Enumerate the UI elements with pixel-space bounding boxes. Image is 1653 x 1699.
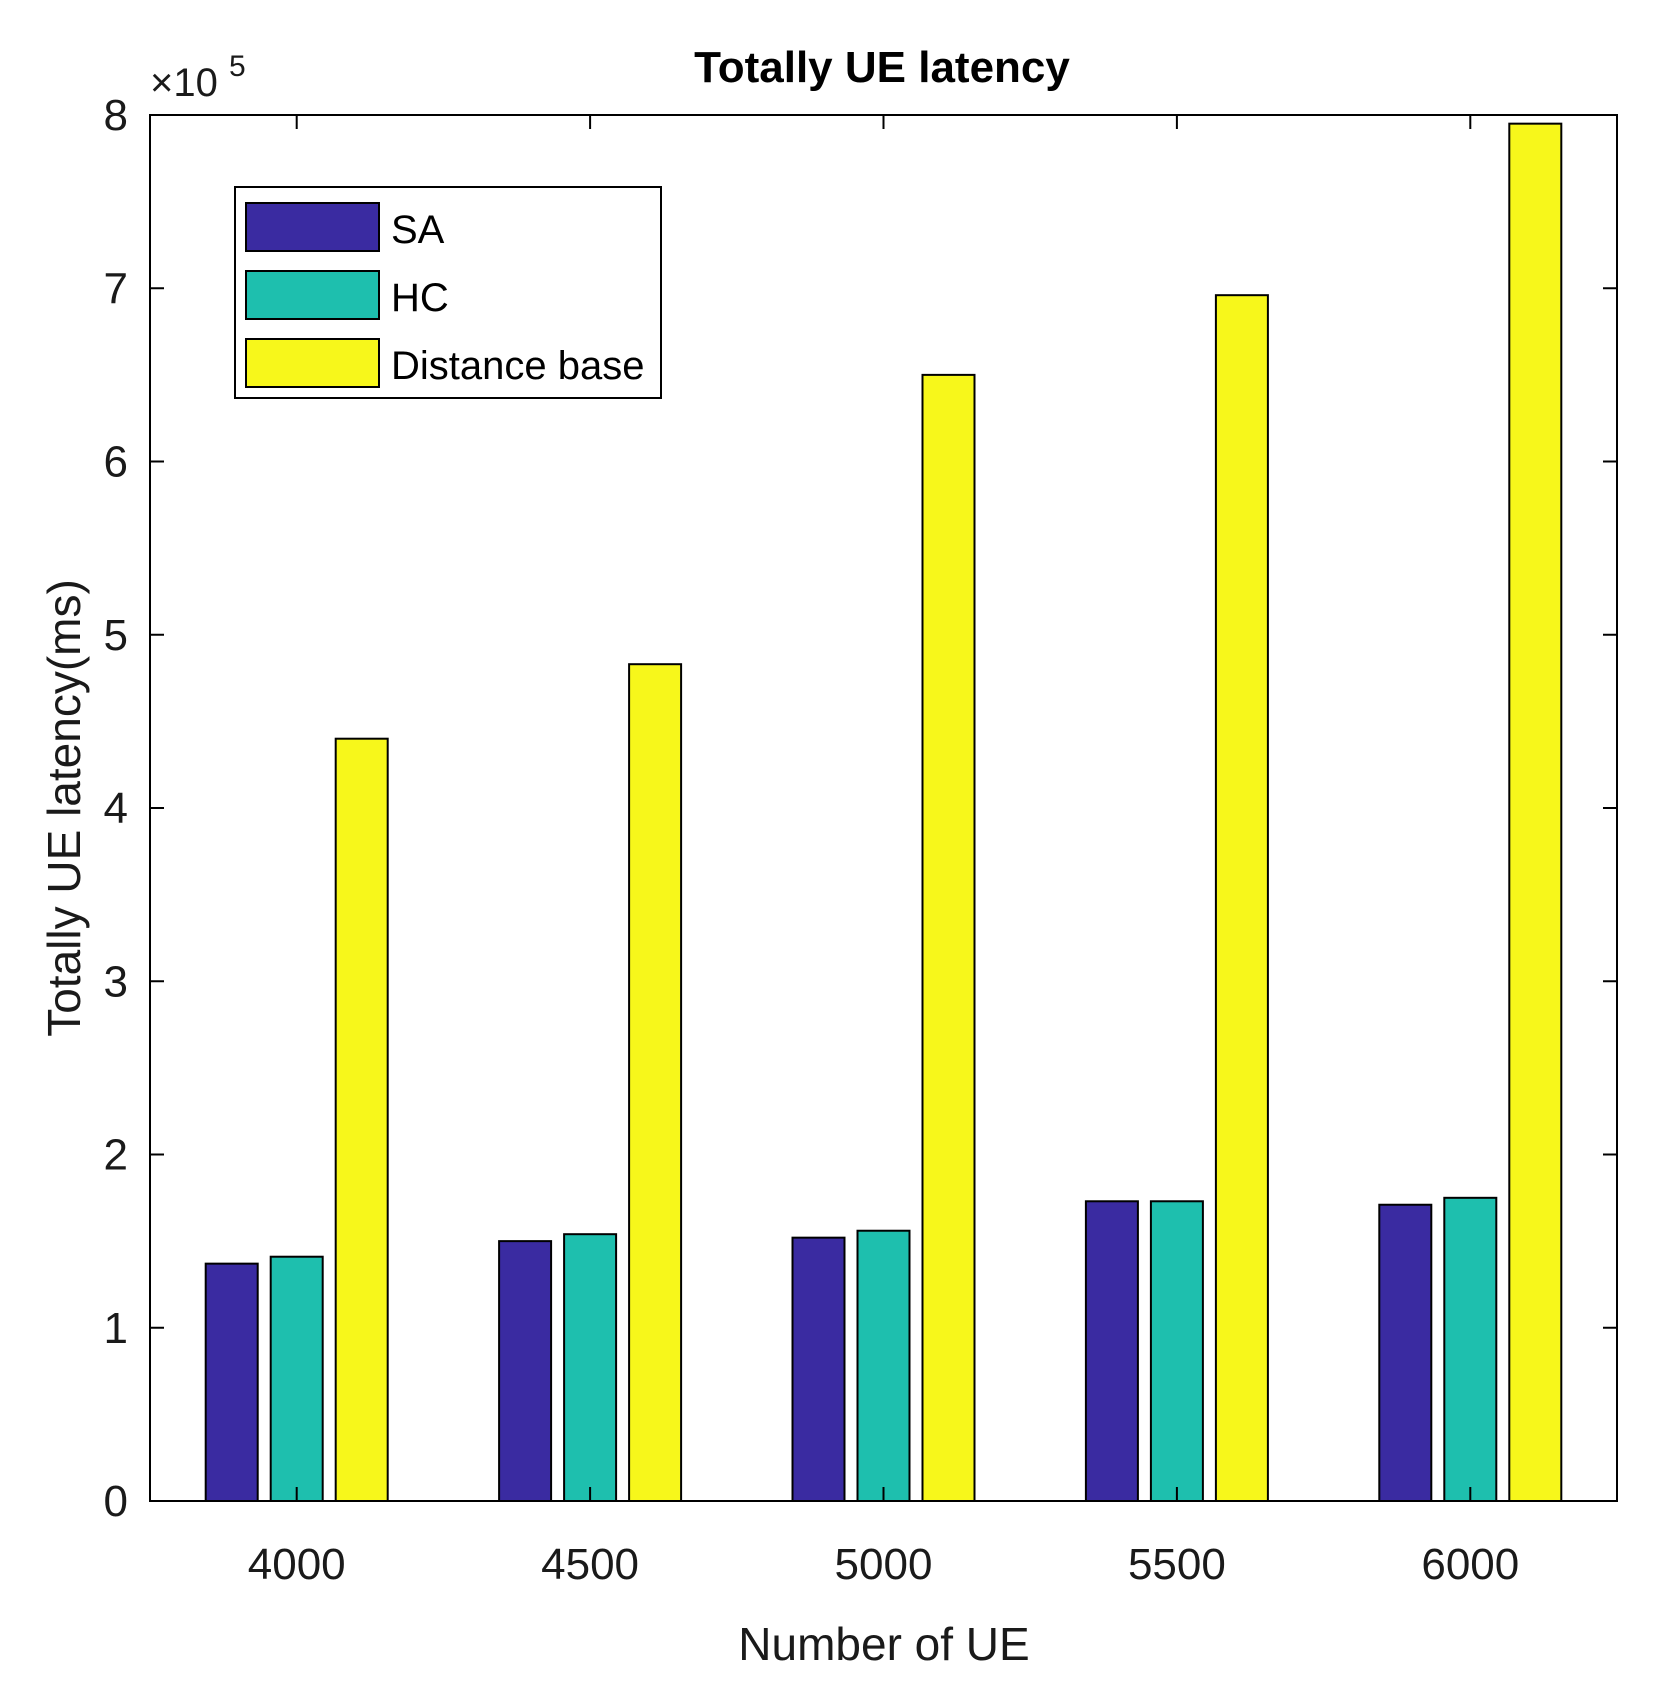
bar-distance-base-4000 xyxy=(334,737,389,1502)
y-tick-label: 6 xyxy=(104,438,128,487)
bar-hc-4000 xyxy=(269,1255,324,1503)
y-tick-label: 7 xyxy=(104,264,128,313)
legend-label-hc: HC xyxy=(391,276,449,320)
bar-sa-4000 xyxy=(204,1262,259,1502)
bar-distance-base-4500 xyxy=(628,663,683,1502)
y-tick-label: 4 xyxy=(104,784,128,833)
x-tick-label: 4000 xyxy=(248,1540,346,1589)
x-tick-label: 5000 xyxy=(835,1540,933,1589)
legend-swatch-sa xyxy=(245,202,380,252)
x-tick-label: 5500 xyxy=(1128,1540,1226,1589)
chart-title: Totally UE latency xyxy=(694,43,1070,92)
legend: SA HC Distance base xyxy=(234,186,662,399)
y-tick-label: 0 xyxy=(104,1477,128,1526)
y-tick-label: 5 xyxy=(104,611,128,660)
y-tick-label: 3 xyxy=(104,957,128,1006)
ticks-layer: 4000 4500 5000 5500 6000 0 1 2 3 4 5 6 7 8 xyxy=(104,91,1617,1589)
y-multiplier-base: ×10 xyxy=(150,61,218,105)
x-axis-label: Number of UE xyxy=(738,1618,1029,1670)
bars-layer xyxy=(204,122,1563,1503)
bar-distance-base-5000 xyxy=(921,373,976,1502)
bar-hc-6000 xyxy=(1443,1196,1498,1502)
bar-hc-5000 xyxy=(856,1229,911,1502)
bar-sa-5000 xyxy=(791,1236,846,1503)
legend-swatch-hc xyxy=(245,270,380,320)
y-tick-label: 8 xyxy=(104,91,128,140)
y-tick-label: 2 xyxy=(104,1131,128,1180)
bar-sa-4500 xyxy=(498,1240,553,1502)
bar-distance-base-5500 xyxy=(1214,294,1269,1502)
bar-hc-4500 xyxy=(563,1233,618,1502)
y-axis-label: Totally UE latency(ms) xyxy=(38,579,90,1037)
bar-sa-5500 xyxy=(1084,1200,1139,1502)
legend-label-sa: SA xyxy=(391,208,445,252)
bar-sa-6000 xyxy=(1378,1203,1433,1503)
bar-distance-base-6000 xyxy=(1508,122,1563,1503)
y-axis-multiplier: ×10 5 xyxy=(150,50,246,105)
bar-hc-5500 xyxy=(1149,1200,1204,1502)
x-tick-label: 6000 xyxy=(1421,1540,1519,1589)
y-multiplier-exponent: 5 xyxy=(229,50,246,83)
legend-label-distance-base: Distance base xyxy=(391,344,644,388)
x-tick-label: 4500 xyxy=(541,1540,639,1589)
legend-swatch-distance-base xyxy=(245,338,380,388)
y-tick-label: 1 xyxy=(104,1304,128,1353)
